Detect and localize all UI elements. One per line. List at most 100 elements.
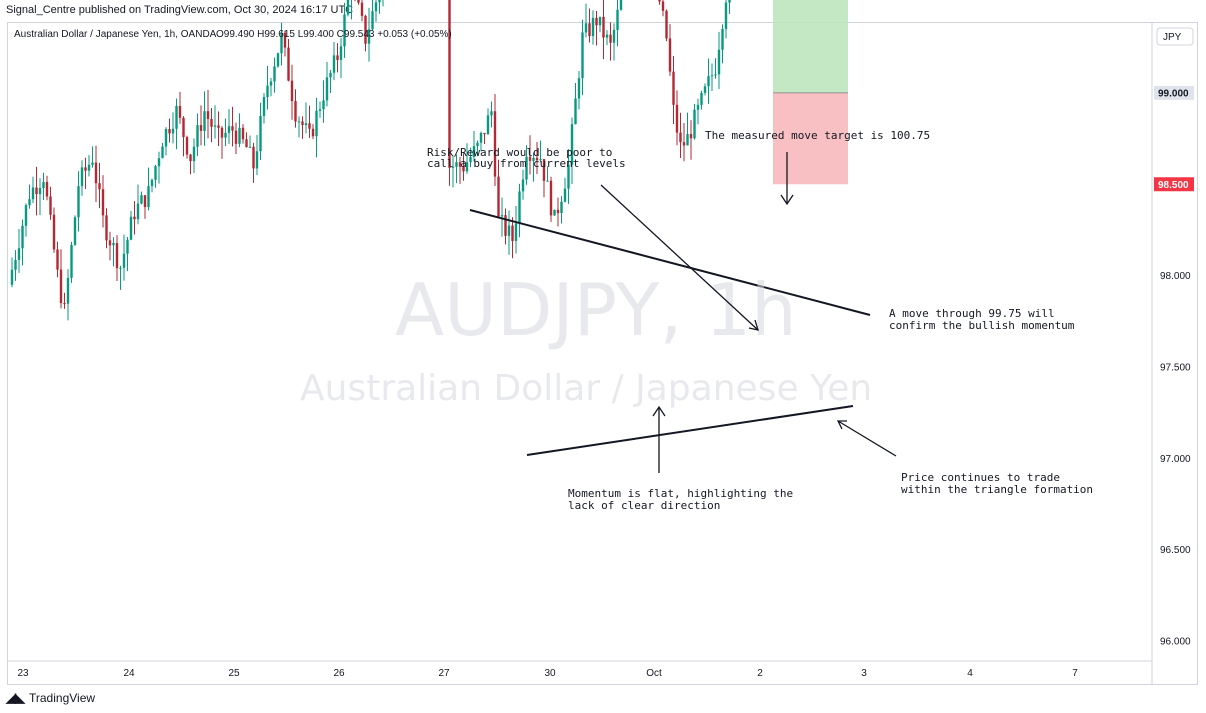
y-tick-label: 96.000 [1160,637,1191,648]
candle-body [658,0,661,2]
candle-body [703,86,707,93]
candle-body [591,17,595,37]
x-tick-label: 23 [17,668,29,679]
candle-body [577,78,581,99]
candle-body [224,132,227,138]
candle-body [514,223,518,241]
candle-body [318,109,322,111]
candle-body [374,2,378,12]
candle-body [259,115,262,152]
x-tick-label: 24 [123,668,135,679]
candle-body [665,10,668,39]
candle-body [451,166,455,168]
position-zones [773,0,848,185]
anno-price-continues-1: Price continues to trade [901,471,1060,484]
candle-body [728,0,731,3]
candle-body [49,196,52,215]
anno-momentum-2: lack of clear direction [568,499,720,512]
candle-body [52,214,56,250]
tradingview-footer[interactable]: ◢◣ TradingView [6,690,95,706]
x-tick-label: 26 [333,668,345,679]
candle-body [129,216,133,240]
candle-body [497,176,500,217]
published-header: Signal_Centre published on TradingView.c… [6,4,354,16]
candle-body [178,105,182,118]
profit-zone [773,0,848,93]
anno-price-continues-2: within the triangle formation [901,483,1093,496]
legend-symbol: Australian Dollar / Japanese Yen, 1h, OA… [14,29,217,40]
candle-body [45,181,49,197]
candle-body [31,187,35,200]
candle-body [500,215,504,217]
candle-body [675,104,679,133]
candle-body [276,53,280,67]
currency-label: JPY [1163,32,1182,43]
candle-body [77,186,80,218]
candle-body [147,186,150,208]
x-tick-label: 27 [438,668,450,679]
candle-body [724,2,728,29]
candles [10,0,731,321]
candle-body [595,17,598,26]
candle-body [332,55,336,73]
candle-body [252,146,255,169]
candle-body [199,125,203,131]
watermark: AUDJPY, 1h Australian Dollar / Japanese … [300,268,872,409]
candle-body [294,101,297,122]
x-tick-label: Oct [646,668,662,679]
triangle-upper-line [469,209,871,316]
candle-body [710,75,714,77]
x-tick-label: 4 [967,668,973,679]
candle-body [560,201,563,214]
candle-body [336,55,339,60]
candle-body [329,72,332,78]
x-tick-label: 7 [1072,668,1078,679]
candle-body [80,167,84,187]
candle-body [35,187,38,195]
candle-body [269,81,273,86]
candle-body [192,146,196,162]
candle-body [248,146,252,148]
anno-momentum-1: Momentum is flat, highlighting the [568,487,793,500]
chart-lines [469,209,871,456]
candle-body [584,23,588,33]
annotation-arrows [600,152,897,473]
candle-body [686,134,689,146]
x-tick-label: 25 [228,668,240,679]
candle-body [525,156,528,180]
candle-body [458,162,462,167]
candle-body [696,104,700,110]
candle-body [322,100,325,110]
candle-body [504,215,507,236]
arrow-target-icon [780,152,794,206]
candle-body [238,127,241,144]
candle-body [28,199,31,206]
candle-body [73,217,77,245]
x-tick-label: 2 [757,668,763,679]
candle-body [598,16,602,26]
anno-move-through-1: A move through 99.75 will [889,307,1055,320]
candle-body [213,125,217,127]
y-tick-label: 97.000 [1160,454,1191,465]
candle-body [682,142,686,146]
candle-body [94,162,98,184]
candle-body [360,2,364,16]
candle-body [287,47,290,81]
candle-body [273,66,276,82]
candle-body [308,123,311,129]
candle-body [210,118,213,127]
currency-button[interactable]: JPY [1156,27,1194,46]
candle-body [605,34,609,38]
candle-body [357,0,360,3]
candle-body [570,124,574,165]
y-tick-label: 97.500 [1160,362,1191,373]
candle-body [301,121,304,126]
candle-body [98,183,101,190]
x-tick-label: 3 [861,668,867,679]
candle-body [528,156,532,161]
anno-move-through-2: confirm the bullish momentum [889,319,1075,332]
candle-body [175,105,178,129]
candle-body [189,154,192,162]
